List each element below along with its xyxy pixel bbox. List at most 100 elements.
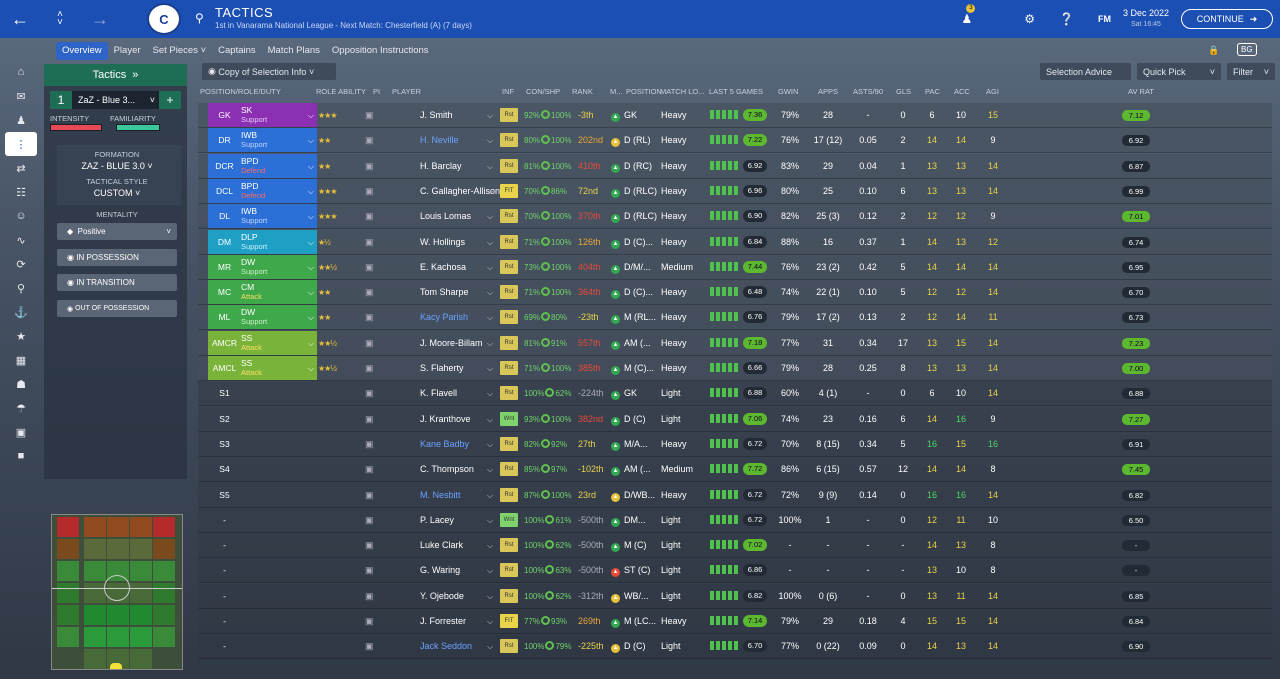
fm-menu-icon[interactable]: FM	[1097, 14, 1111, 24]
filter-button[interactable]: Filter ˅	[1227, 63, 1275, 80]
player-instructions-icon[interactable]: ▣	[365, 616, 374, 626]
col-last5[interactable]: LAST 5 GAMES	[709, 87, 764, 96]
table-row[interactable]: S1 ▣ K. Flavell ⌵ Rst 100% 62% -224th ▲ GK Light 6.…	[198, 381, 1272, 407]
player-instructions-icon[interactable]: ▣	[365, 363, 374, 373]
player-name[interactable]: Jack Seddon	[420, 641, 473, 652]
table-row[interactable]: - ▣ Y. Ojebode ⌵ Rst 100% 62% -312th ▲ WB/... Ligh…	[198, 583, 1272, 609]
selection-advice-button[interactable]: Selection Advice	[1040, 63, 1131, 80]
col-rank[interactable]: RANK	[572, 87, 593, 96]
world-icon[interactable]: ⚙	[1024, 12, 1035, 26]
player-instructions-icon[interactable]: ▣	[365, 337, 374, 348]
chevron-down-icon[interactable]: ⌵	[487, 237, 494, 247]
chevron-down-icon[interactable]: ⌵	[487, 439, 494, 449]
player-instructions-icon[interactable]: ▣	[365, 110, 374, 120]
chevron-down-icon[interactable]: ⌵	[487, 186, 494, 196]
col-player[interactable]: PLAYER	[392, 87, 422, 96]
finances-icon[interactable]: ▣	[15, 426, 27, 439]
chevron-down-icon[interactable]: ⌵	[487, 591, 494, 601]
col-gls[interactable]: GLS	[896, 87, 912, 96]
role-cell[interactable]	[241, 381, 317, 405]
chevron-down-icon[interactable]: ⌵	[487, 262, 494, 272]
col-pi[interactable]: PI	[373, 87, 381, 96]
search-icon[interactable]: ⚲	[195, 11, 204, 25]
chevron-down-icon[interactable]: ⌵	[487, 414, 494, 424]
staff-icon[interactable]: ☺	[15, 210, 27, 222]
role-cell[interactable]: DW Support ⌵	[241, 305, 317, 330]
tab-match-plans[interactable]: Match Plans	[267, 45, 320, 56]
scouting-icon[interactable]: ⚲	[16, 282, 26, 295]
table-row[interactable]: AMCR SS Attack ⌵ ★★½ ▣ J. Moore-Billam ⌵ Rst 81% 9…	[198, 330, 1272, 356]
player-name[interactable]: H. Neville	[420, 135, 459, 146]
player-instructions-icon[interactable]: ▣	[365, 540, 374, 551]
col-role-ability[interactable]: ROLE ABILITY	[316, 87, 367, 96]
tactics-icon[interactable]: ⋮	[5, 132, 37, 156]
col-inf[interactable]: INF	[502, 87, 515, 96]
player-instructions-icon[interactable]: ▣	[365, 590, 374, 601]
role-cell[interactable]: SS Attack ⌵	[241, 356, 317, 380]
col-match-load[interactable]: MATCH LO...	[660, 87, 705, 96]
back-arrow-icon[interactable]: ←	[11, 8, 29, 29]
player-instructions-icon[interactable]: ▣	[365, 261, 374, 272]
help-icon[interactable]: ❔	[1059, 12, 1074, 26]
style-value[interactable]: CUSTOM ˅	[93, 188, 141, 198]
table-row[interactable]: DM DLP Support ⌵ ★½ ▣ W. Hollings ⌵ Rst 71% 100% 12…	[198, 229, 1272, 255]
player-name[interactable]: J. Moore-Billam	[420, 337, 483, 348]
table-row[interactable]: DCR BPD Defend ⌵ ★★ ▣ H. Barclay ⌵ Rst 81% 100% 410…	[198, 153, 1272, 179]
role-cell[interactable]: DLP Support ⌵	[241, 229, 317, 254]
player-name[interactable]: H. Barclay	[420, 160, 462, 171]
role-cell[interactable]: DW Support ⌵	[241, 254, 317, 279]
formation-value[interactable]: ZAZ - BLUE 3.0 ˅	[81, 161, 153, 171]
table-row[interactable]: ML DW Support ⌵ ★★ ▣ Kacy Parish ⌵ Rst 69% 80% -23t…	[198, 305, 1272, 331]
player-instructions-icon[interactable]: ▣	[365, 641, 374, 652]
reports-icon[interactable]: ☷	[16, 186, 26, 199]
table-row[interactable]: DL IWB Support ⌵ ★★★ ▣ Louis Lomas ⌵ Rst 70% 100% 3…	[198, 204, 1272, 230]
player-instructions-icon[interactable]: ▣	[365, 438, 374, 449]
out-possession-button[interactable]: ◉ OUT OF POSSESSION	[57, 300, 177, 317]
tab-set-pieces[interactable]: Set Pieces ˅	[152, 45, 207, 56]
table-row[interactable]: AMCL SS Attack ⌵ ★★½ ▣ S. Flaherty ⌵ Rst 71% 100% 3…	[198, 356, 1272, 381]
table-row[interactable]: - ▣ G. Waring ⌵ Rst 100% 63% -500th ▲ ST (C) Light…	[198, 558, 1272, 584]
chevron-down-icon[interactable]: ⌵	[487, 465, 494, 475]
table-row[interactable]: S5 ▣ M. Nesbitt ⌵ Rst 87% 100% 23rd ▲ D/WB... Heav…	[198, 482, 1272, 508]
chevron-down-icon[interactable]: ⌵	[487, 515, 494, 525]
player-name[interactable]: W. Hollings	[420, 236, 466, 247]
col-agi[interactable]: AGI	[986, 87, 999, 96]
player-name[interactable]: E. Kachosa	[420, 261, 467, 272]
role-cell[interactable]	[241, 584, 317, 608]
squad-icon[interactable]: ♟	[16, 114, 26, 127]
role-cell[interactable]	[241, 609, 317, 633]
player-name[interactable]: C. Gallagher-Allison	[420, 185, 501, 196]
player-instructions-icon[interactable]: ▣	[365, 160, 374, 171]
table-row[interactable]: MC CM Attack ⌵ ★★ ▣ Tom Sharpe ⌵ Rst 71% 100% 364th…	[198, 280, 1272, 306]
role-cell[interactable]: IWB Support ⌵	[241, 204, 317, 229]
chevron-down-icon[interactable]: ⌵	[487, 642, 494, 652]
col-acc[interactable]: ACC	[954, 87, 970, 96]
home-icon[interactable]: ⌂	[17, 66, 25, 78]
table-row[interactable]: - ▣ Jack Seddon ⌵ Rst 100% 79% -225th ▲ D (C) Ligh…	[198, 634, 1272, 660]
table-row[interactable]: GK SK Support ⌵ ★★★ ▣ J. Smith ⌵ Rst 92% 100% -3th ▲…	[198, 103, 1272, 128]
reports-badge-icon[interactable]: BG	[1237, 43, 1257, 56]
in-possession-button[interactable]: ◉ IN POSSESSION	[57, 249, 177, 266]
tactic-selector[interactable]: 1 ZaZ - Blue 3... ˅ +	[50, 91, 181, 109]
role-cell[interactable]	[241, 407, 317, 431]
transfers-icon[interactable]: ⇄	[16, 162, 26, 175]
club-crest[interactable]: C	[147, 3, 181, 35]
player-name[interactable]: P. Lacey	[420, 514, 454, 525]
chevron-down-icon[interactable]: ⌵	[487, 617, 494, 626]
chevron-down-icon[interactable]: ⌵	[487, 338, 494, 348]
role-cell[interactable]	[241, 432, 317, 456]
player-name[interactable]: G. Waring	[420, 565, 461, 576]
col-av-rat[interactable]: AV RAT	[1128, 87, 1154, 96]
table-row[interactable]: DR IWB Support ⌵ ★★ ▣ H. Neville ⌵ Rst 80% 100% 202…	[198, 128, 1272, 154]
chevron-down-icon[interactable]: ⌵	[487, 288, 494, 298]
player-name[interactable]: J. Kranthove	[420, 413, 471, 424]
tab-player[interactable]: Player	[113, 45, 141, 56]
tab-opposition[interactable]: Opposition Instructions	[331, 45, 429, 56]
development-icon[interactable]: ⟳	[16, 258, 26, 271]
formation-pitch[interactable]	[51, 514, 183, 670]
role-cell[interactable]: SK Support ⌵	[241, 103, 317, 127]
chevron-down-icon[interactable]: ⌵	[487, 566, 494, 576]
table-row[interactable]: S4 ▣ C. Thompson ⌵ Rst 85% 97% -102th ▲ AM (... Me…	[198, 457, 1272, 483]
table-row[interactable]: S2 ▣ J. Kranthove ⌵ Wnt 93% 100% 382nd ▲ D (C) Lig…	[198, 406, 1272, 432]
tab-overview[interactable]: Overview	[56, 42, 108, 60]
